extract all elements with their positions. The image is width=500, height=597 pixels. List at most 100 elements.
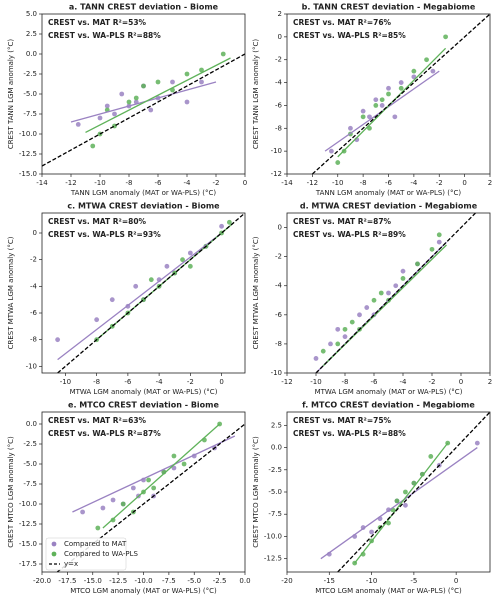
plot-frame: [41, 13, 246, 175]
point: [348, 125, 353, 131]
annotation: CREST vs. WA-PLS R²=85%: [293, 31, 406, 40]
y-tick-label: -8: [275, 340, 282, 348]
point: [199, 67, 204, 73]
point: [329, 148, 334, 154]
x-tick-label: -10: [366, 577, 377, 585]
annotation: CREST vs. WA-PLS R²=88%: [48, 31, 161, 40]
plot-frame: [286, 411, 491, 573]
y-tick-label: -7.5: [23, 110, 37, 118]
plot-frame: [286, 212, 491, 374]
plot-area: [320, 412, 490, 572]
x-tick-label: -8: [126, 179, 133, 187]
x-tick-label: -2: [436, 179, 443, 187]
point: [342, 334, 348, 340]
x-tick-label: -2.5: [213, 577, 227, 585]
point: [364, 305, 370, 310]
x-tick-label: 0: [454, 577, 458, 585]
point: [181, 461, 187, 467]
point: [110, 497, 116, 503]
panel-title: f. MTCO CREST deviation - Megabiome: [302, 401, 475, 410]
legend-label: Compared to MAT: [64, 540, 127, 548]
panel-title: c. MTWA CREST deviation - Biome: [67, 202, 220, 211]
x-tick-label: -10.0: [134, 577, 152, 585]
point: [55, 337, 61, 343]
y-tick-label: 0.0: [26, 420, 37, 428]
point: [220, 51, 226, 57]
y-tick-label: -8: [275, 124, 282, 132]
y-axis-label: CREST MTCO LGM anomaly (°C): [7, 436, 15, 548]
point: [386, 85, 391, 91]
y-tick-label: -10: [271, 369, 282, 377]
x-tick-label: -7.5: [162, 577, 176, 585]
point: [112, 111, 117, 117]
x-tick-label: -10: [310, 378, 321, 386]
panel-title: a. TANN CREST deviation - Biome: [69, 3, 219, 12]
y-tick-label: -12: [271, 170, 282, 178]
fit-line: [102, 423, 221, 529]
x-tick-label: -4: [400, 378, 408, 386]
panel-title: d. MTWA CREST deviation - Megabiome: [300, 202, 478, 211]
point: [184, 99, 190, 105]
annotation: CREST vs. MAT R²=75%: [293, 416, 392, 425]
x-axis-label: MTWA LGM anomaly (MAT or WA-PLS) (°C): [315, 388, 463, 396]
point: [95, 525, 101, 531]
y-tick-label: -4: [275, 79, 283, 87]
point: [430, 68, 436, 74]
point: [141, 83, 146, 89]
plot-area: [311, 14, 490, 174]
point: [400, 268, 406, 274]
y-tick-label: -2: [275, 56, 282, 64]
identity-line: [57, 213, 245, 373]
x-tick-label: -4: [156, 378, 164, 386]
y-tick-label: -5.0: [268, 488, 282, 496]
point: [104, 103, 110, 109]
x-tick-label: -4: [184, 179, 192, 187]
point: [379, 97, 385, 103]
x-tick-label: -12: [65, 179, 76, 187]
y-tick-label: -10.0: [19, 500, 37, 508]
point: [403, 489, 408, 495]
x-axis-label: TANN LGM anomaly (MAT or WA-PLS) (°C): [70, 189, 216, 197]
point: [349, 319, 355, 325]
point: [424, 57, 429, 63]
point: [342, 326, 348, 332]
x-tick-label: -2: [429, 378, 436, 386]
y-tick-label: -17.5: [19, 560, 37, 568]
y-tick-label: -5.0: [23, 460, 37, 468]
x-tick-label: -10: [60, 378, 71, 386]
point: [75, 122, 81, 127]
point: [164, 263, 170, 269]
identity-line: [42, 53, 245, 167]
x-tick-label: 0.0: [239, 577, 250, 585]
point: [369, 529, 374, 535]
x-tick-label: 2: [488, 179, 492, 187]
x-axis-label: TANN LGM anomaly (MAT or WA-PLS) (°C): [315, 189, 461, 197]
point: [398, 85, 404, 91]
point: [100, 505, 106, 511]
y-tick-label: 2: [278, 10, 282, 18]
point: [367, 125, 372, 131]
y-tick-label: -7.5: [268, 510, 282, 518]
point: [90, 143, 96, 149]
y-axis-label: CREST TANN LGM anomaly (°C): [252, 39, 260, 149]
x-tick-label: 2: [488, 378, 492, 386]
point: [171, 453, 177, 459]
point: [379, 103, 385, 108]
legend-box: [45, 537, 127, 571]
point: [151, 485, 157, 491]
plot-area: [42, 51, 245, 167]
y-tick-label: -2.5: [268, 466, 282, 474]
point: [411, 68, 417, 74]
point: [187, 263, 193, 269]
x-tick-label: -14: [281, 179, 293, 187]
x-tick-label: -8: [93, 378, 100, 386]
x-tick-label: -20.0: [33, 577, 51, 585]
y-tick-label: 2.5: [26, 30, 37, 38]
point: [320, 348, 326, 354]
y-tick-label: -8: [30, 336, 37, 344]
point: [373, 103, 379, 108]
fit-line: [85, 57, 231, 133]
x-tick-label: -14: [36, 179, 48, 187]
panel: a. TANN CREST deviation - Biome -14 -12 -10…: [7, 3, 247, 198]
y-tick-label: -10.0: [19, 130, 37, 138]
